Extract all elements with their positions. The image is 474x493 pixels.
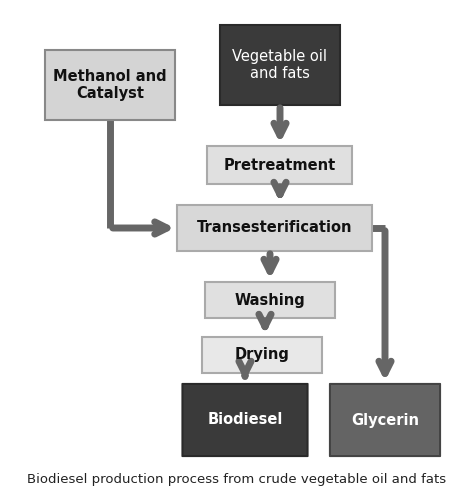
FancyBboxPatch shape (330, 384, 440, 456)
Text: Biodiesel: Biodiesel (207, 413, 283, 427)
FancyBboxPatch shape (182, 384, 308, 456)
Text: Glycerin: Glycerin (351, 413, 419, 427)
Text: Transesterification: Transesterification (197, 220, 353, 236)
FancyBboxPatch shape (220, 25, 340, 105)
Text: Methanol and
Catalyst: Methanol and Catalyst (53, 69, 167, 101)
FancyBboxPatch shape (202, 337, 322, 373)
Text: Biodiesel production process from crude vegetable oil and fats: Biodiesel production process from crude … (27, 473, 447, 487)
FancyBboxPatch shape (177, 205, 373, 251)
Text: Vegetable oil
and fats: Vegetable oil and fats (233, 49, 328, 81)
FancyBboxPatch shape (208, 146, 353, 184)
FancyBboxPatch shape (45, 50, 175, 120)
Text: Drying: Drying (235, 348, 290, 362)
FancyBboxPatch shape (205, 282, 335, 318)
Text: Washing: Washing (235, 292, 305, 308)
Text: Pretreatment: Pretreatment (224, 157, 336, 173)
